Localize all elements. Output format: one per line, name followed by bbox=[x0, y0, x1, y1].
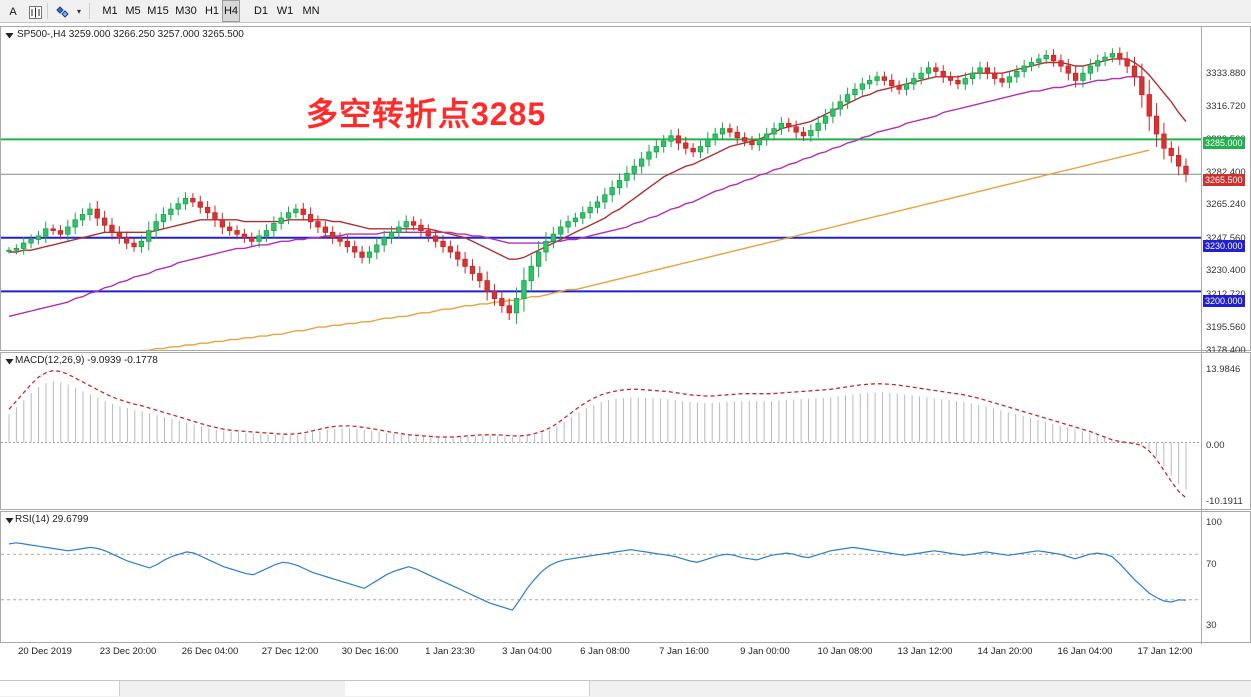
support-price-tag-2: 3200.000 bbox=[1203, 295, 1245, 307]
rsi-axis-label-30: 30 bbox=[1206, 620, 1217, 631]
price-label-6: 3230.400 bbox=[1206, 265, 1246, 276]
timeframe-m5-label: M5 bbox=[125, 5, 141, 17]
time-label-5: 1 Jan 23:30 bbox=[425, 646, 475, 657]
time-label-2: 26 Dec 04:00 bbox=[181, 646, 239, 657]
chart-annotation: 多空转折点3285 bbox=[306, 96, 547, 132]
time-axis: 20 Dec 2019 23 Dec 20:00 26 Dec 04:00 27… bbox=[0, 646, 1251, 662]
macd-axis-label-zero: 0.00 bbox=[1206, 440, 1225, 451]
resistance-price-tag: 3285.000 bbox=[1203, 137, 1245, 149]
resistance-price-tag-value: 3285.000 bbox=[1205, 138, 1243, 148]
shapes-glyph bbox=[56, 6, 69, 18]
crosshair-glyph bbox=[28, 5, 42, 19]
macd-plot bbox=[1, 369, 1201, 499]
price-label-0: 3333.880 bbox=[1206, 68, 1246, 79]
price-scale-divider bbox=[1201, 27, 1202, 352]
shapes-dropdown-glyph: ▾ bbox=[76, 6, 81, 16]
time-label-3: 27 Dec 12:00 bbox=[261, 646, 319, 657]
toolbar-separator-1 bbox=[47, 3, 48, 19]
rsi-pane[interactable]: RSI(14) 29.6799 100 70 30 bbox=[0, 511, 1251, 644]
time-label-13: 16 Jan 04:00 bbox=[1057, 646, 1113, 657]
timeframe-m30-label: M30 bbox=[175, 5, 197, 17]
timeframe-h1-label: H1 bbox=[204, 5, 220, 17]
timeframe-h1[interactable]: H1 bbox=[199, 0, 225, 22]
rsi-plot bbox=[1, 542, 1201, 611]
support-price-tag-1-value: 3230.000 bbox=[1205, 241, 1243, 251]
time-label-4: 30 Dec 16:00 bbox=[341, 646, 399, 657]
rsi-axis-label-70: 70 bbox=[1206, 559, 1217, 570]
rsi-label: RSI(14) 29.6799 bbox=[15, 514, 89, 525]
timeframe-m30[interactable]: M30 bbox=[170, 0, 202, 22]
pane-collapse-icon[interactable] bbox=[5, 31, 14, 40]
price-plot bbox=[1, 47, 1201, 350]
text-tool-icon[interactable]: A bbox=[2, 0, 24, 24]
macd-pane[interactable]: MACD(12,26,9) -9.0939 -0.1778 13.9846 0.… bbox=[0, 352, 1251, 511]
time-label-1: 23 Dec 20:00 bbox=[99, 646, 157, 657]
timeframe-d1-label: D1 bbox=[253, 5, 269, 17]
price-label-5: 3247.560 bbox=[1206, 233, 1246, 244]
current-price-tag: 3265.500 bbox=[1203, 174, 1245, 186]
macd-axis-label-min: -10.1911 bbox=[1206, 496, 1243, 507]
time-label-8: 7 Jan 16:00 bbox=[659, 646, 709, 657]
macd-scale-divider bbox=[1201, 353, 1202, 511]
timeframe-w1-label: W1 bbox=[276, 5, 294, 17]
time-label-11: 13 Jan 12:00 bbox=[897, 646, 953, 657]
timeframe-w1[interactable]: W1 bbox=[272, 0, 298, 22]
macd-label: MACD(12,26,9) -9.0939 -0.1778 bbox=[15, 355, 158, 366]
timeframe-d1[interactable]: D1 bbox=[248, 0, 274, 22]
rsi-collapse-icon[interactable] bbox=[5, 516, 14, 525]
price-pane[interactable]: SP500-,H4 3259.000 3266.250 3257.000 326… bbox=[0, 26, 1251, 356]
time-label-10: 10 Jan 08:00 bbox=[817, 646, 873, 657]
time-label-0: 20 Dec 2019 bbox=[18, 646, 72, 657]
macd-axis-label-max: 13.9846 bbox=[1206, 364, 1241, 375]
status-cell-1[interactable] bbox=[0, 681, 120, 696]
status-bar bbox=[0, 680, 1251, 697]
price-label-4: 3265.240 bbox=[1206, 199, 1246, 210]
toolbar: A ▾ M1 M5 M15 M30 H1 H4 D1 W1 bbox=[0, 0, 1251, 23]
timeframe-h4-label: H4 bbox=[223, 5, 239, 17]
crosshair-tool-icon[interactable] bbox=[24, 0, 46, 24]
status-cell-2[interactable] bbox=[345, 681, 590, 696]
support-price-tag-2-value: 3200.000 bbox=[1205, 296, 1243, 306]
macd-collapse-icon[interactable] bbox=[5, 357, 14, 366]
timeframe-m1[interactable]: M1 bbox=[96, 0, 124, 22]
timeframe-m1-label: M1 bbox=[102, 5, 118, 17]
time-label-7: 6 Jan 08:00 bbox=[580, 646, 630, 657]
timeframe-h4[interactable]: H4 bbox=[222, 0, 240, 22]
shapes-dropdown-arrow[interactable]: ▾ bbox=[73, 0, 85, 22]
price-label-9: 3178.400 bbox=[1206, 345, 1246, 356]
timeframe-m15-label: M15 bbox=[147, 5, 169, 17]
timeframe-m5[interactable]: M5 bbox=[119, 0, 147, 22]
time-label-9: 9 Jan 00:00 bbox=[740, 646, 790, 657]
rsi-axis-label-100: 100 bbox=[1206, 517, 1222, 528]
timeframe-mn-label: MN bbox=[302, 5, 320, 17]
price-label-1: 3316.720 bbox=[1206, 101, 1246, 112]
time-label-14: 17 Jan 12:00 bbox=[1137, 646, 1193, 657]
price-label-8: 3195.560 bbox=[1206, 322, 1246, 333]
rsi-scale-divider bbox=[1201, 512, 1202, 644]
current-price-tag-value: 3265.500 bbox=[1205, 175, 1243, 185]
support-price-tag-1: 3230.000 bbox=[1203, 240, 1245, 252]
text-tool-glyph: A bbox=[9, 6, 17, 18]
time-label-12: 14 Jan 20:00 bbox=[977, 646, 1033, 657]
price-label-7: 3212.720 bbox=[1206, 289, 1246, 300]
price-label-3: 3282.400 bbox=[1206, 167, 1246, 178]
timeframe-m15[interactable]: M15 bbox=[142, 0, 174, 22]
time-label-6: 3 Jan 04:00 bbox=[502, 646, 552, 657]
toolbar-separator-2 bbox=[89, 3, 90, 19]
symbol-ohlc-label: SP500-,H4 3259.000 3266.250 3257.000 326… bbox=[17, 29, 244, 40]
timeframe-mn[interactable]: MN bbox=[296, 0, 326, 22]
shapes-tool-icon[interactable] bbox=[51, 0, 75, 24]
